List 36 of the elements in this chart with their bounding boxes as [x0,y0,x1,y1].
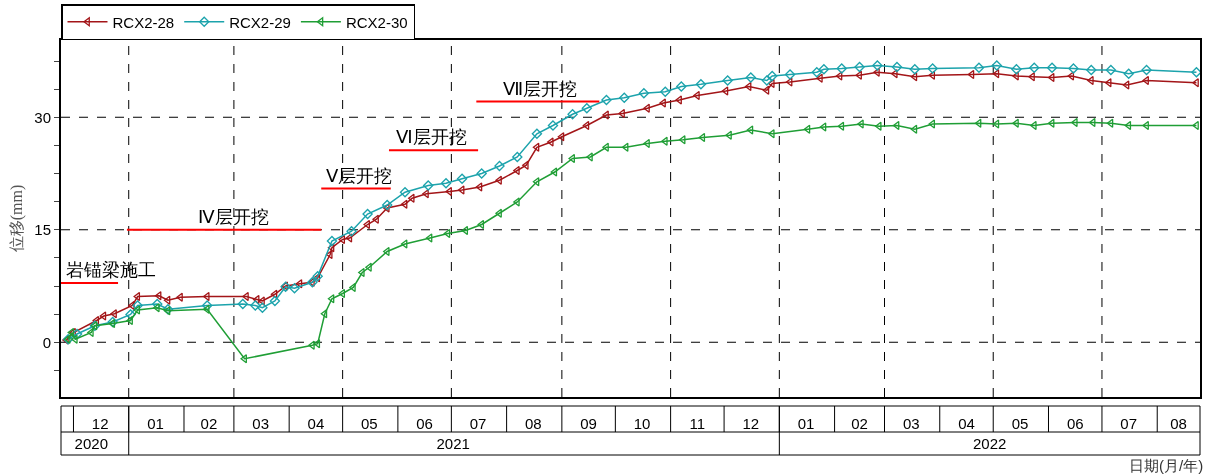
annotation: 岩锚梁施工 [66,260,156,280]
x2-tick-label: 2020 [74,435,108,452]
legend-label: RCX2-30 [345,13,408,31]
x-tick-label: 05 [361,415,378,432]
x2-tick-label: 2022 [972,435,1007,452]
x-tick-label: 02 [851,415,868,432]
x-axis-title: 日期(月/年) [1129,457,1204,474]
x-tick-label: 08 [1170,415,1187,432]
x-tick-label: 04 [958,415,975,432]
x-tick-label: 05 [1011,415,1029,432]
x-tick-label: 12 [742,415,760,432]
y-tick-label: 30 [34,108,51,126]
x-tick-label: 07 [1120,415,1138,432]
x2-tick-label: 2021 [436,435,470,452]
x-tick-label: 06 [416,415,433,432]
legend-label: RCX2-29 [229,13,291,31]
x-tick-label: 03 [902,415,920,432]
x-tick-label: 03 [252,415,269,432]
x-tick-label: 10 [633,415,651,432]
x-tick-label: 07 [469,415,487,432]
x-tick-label: 06 [1066,415,1084,432]
annotation: Ⅵ层开挖 [396,127,467,147]
x-tick-label: 02 [200,415,218,432]
y-tick-label: 15 [34,221,51,238]
x-tick-label: 01 [147,415,164,432]
x-tick-label: 04 [307,415,325,432]
y-tick-label: 0 [42,333,51,351]
x-tick-label: 11 [689,415,706,432]
legend-label: RCX2-28 [112,13,175,31]
x-tick-label: 09 [580,415,597,432]
x-tick-label: 12 [91,415,109,432]
x-tick-label: 08 [525,415,542,432]
annotation: Ⅶ层开挖 [503,79,577,99]
annotation: Ⅳ层开挖 [198,207,269,227]
y-axis-title: 位移(mm) [7,184,26,253]
x-tick-label: 01 [797,415,815,432]
